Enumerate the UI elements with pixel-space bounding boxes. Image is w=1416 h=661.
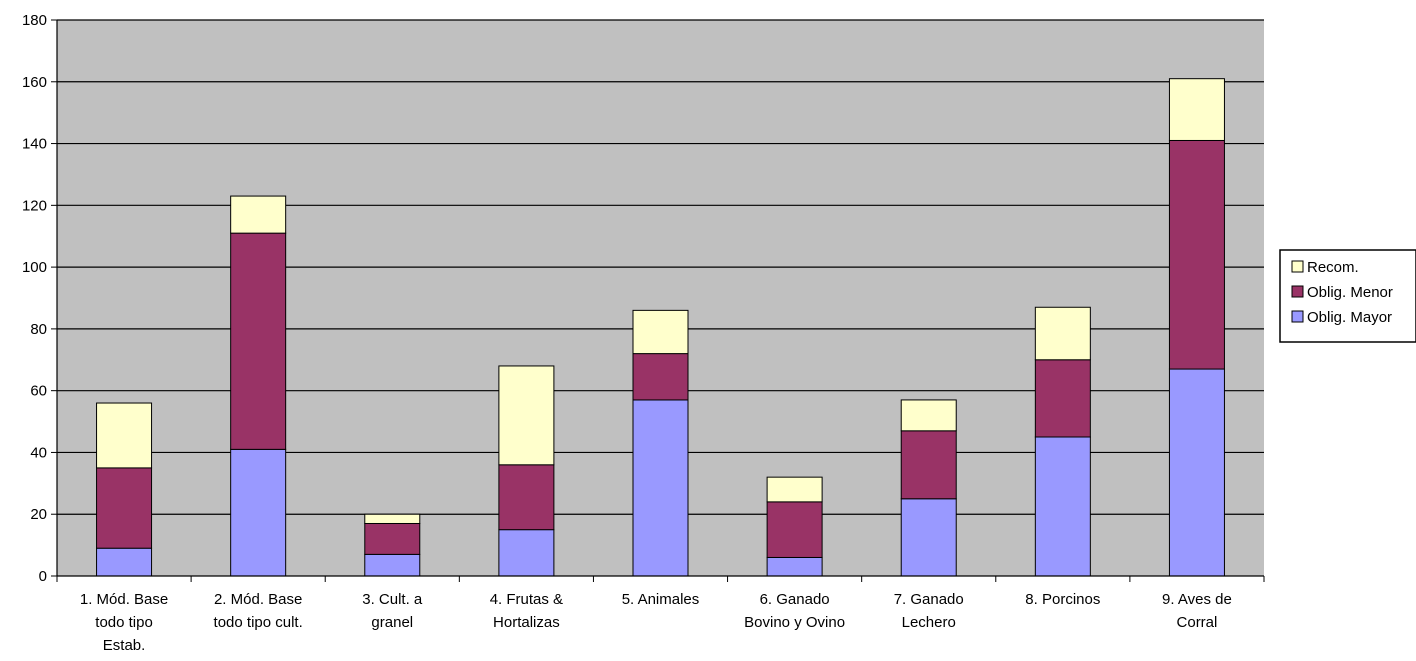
- bar-oblig-menor-4: [498, 464, 555, 531]
- bar-recom-1: [96, 402, 153, 469]
- bar-oblig-menor-8: [1034, 359, 1091, 438]
- bar-oblig-mayor-4: [498, 529, 555, 577]
- y-tick-label: 80: [30, 321, 47, 338]
- bar-oblig-menor-5: [632, 353, 689, 401]
- bar-recom-7: [900, 399, 957, 432]
- y-tick-label: 0: [39, 568, 47, 585]
- bar-oblig-menor-6: [766, 501, 823, 558]
- x-tick-label-line: Corral: [1177, 614, 1218, 631]
- bar-oblig-mayor-7: [900, 498, 957, 577]
- x-tick-label: 8. Porcinos: [1025, 591, 1100, 608]
- y-tick-label: 60: [30, 383, 47, 400]
- x-tick-label-line: 5. Animales: [622, 591, 700, 608]
- bar-oblig-menor-2: [230, 232, 287, 450]
- bar-oblig-mayor-9: [1168, 368, 1225, 577]
- x-tick-label-line: Hortalizas: [493, 614, 560, 631]
- y-axis-ticks: 0 20 40 60 80 100 120 140 160 180: [22, 12, 57, 585]
- x-tick-label: 9. Aves de Corral: [1162, 591, 1232, 631]
- x-tick-label-line: granel: [371, 614, 413, 631]
- x-tick-label: 5. Animales: [622, 591, 700, 608]
- x-tick-label: 7. Ganado Lechero: [894, 591, 964, 631]
- bar-oblig-mayor-2: [230, 448, 287, 577]
- legend: Recom. Oblig. Menor Oblig. Mayor: [1279, 249, 1416, 343]
- bar-recom-2: [230, 195, 287, 234]
- axes: [56, 20, 1264, 577]
- bar-recom-6: [766, 476, 823, 503]
- legend-label-oblig-mayor: Oblig. Mayor: [1307, 309, 1392, 326]
- legend-label-recom: Recom.: [1307, 259, 1359, 276]
- y-tick-label: 140: [22, 136, 47, 153]
- bar-oblig-menor-7: [900, 430, 957, 500]
- x-tick-label-line: 3. Cult. a: [362, 591, 423, 608]
- x-tick-label-line: 1. Mód. Base: [80, 591, 168, 608]
- bar-oblig-mayor-1: [96, 547, 153, 577]
- bar-oblig-mayor-6: [766, 556, 823, 577]
- bar-oblig-menor-3: [364, 522, 421, 555]
- y-tick-label: 120: [22, 197, 47, 214]
- x-tick-label-line: Lechero: [902, 614, 956, 631]
- x-tick-label: 1. Mód. Base todo tipo Estab.: [80, 591, 168, 654]
- x-tick-label: 6. Ganado Bovino y Ovino: [744, 591, 845, 631]
- bar-recom-4: [498, 365, 555, 466]
- x-tick-label-line: Bovino y Ovino: [744, 614, 845, 631]
- x-tick-label-line: 4. Frutas &: [490, 591, 563, 608]
- y-tick-label: 180: [22, 12, 47, 29]
- legend-swatch-recom: [1291, 260, 1304, 273]
- x-tick-label: 4. Frutas & Hortalizas: [490, 591, 563, 631]
- bar-oblig-menor-9: [1168, 139, 1225, 370]
- x-tick-label-line: todo tipo: [95, 614, 153, 631]
- legend-swatch-oblig-mayor: [1291, 310, 1304, 323]
- x-tick-label-line: 6. Ganado: [760, 591, 830, 608]
- x-axis-ticks: 1. Mód. Base todo tipo Estab. 2. Mód. Base t…: [56, 576, 1265, 654]
- legend-label-oblig-menor: Oblig. Menor: [1307, 284, 1393, 301]
- bar-recom-8: [1034, 306, 1091, 361]
- x-tick-label-line: 9. Aves de: [1162, 591, 1232, 608]
- legend-swatch-oblig-menor: [1291, 285, 1304, 298]
- bar-oblig-menor-1: [96, 467, 153, 549]
- x-tick-label-line: todo tipo cult.: [214, 614, 303, 631]
- x-tick-label-line: 7. Ganado: [894, 591, 964, 608]
- bar-oblig-mayor-8: [1034, 436, 1091, 577]
- x-tick-label-line: Estab.: [103, 637, 146, 654]
- x-tick-label-line: 8. Porcinos: [1025, 591, 1100, 608]
- bar-oblig-mayor-5: [632, 399, 689, 577]
- bar-oblig-mayor-3: [364, 553, 421, 577]
- x-tick-label: 3. Cult. a granel: [362, 591, 423, 631]
- bars: [96, 78, 1225, 577]
- bar-recom-3: [364, 513, 421, 524]
- y-tick-label: 20: [30, 506, 47, 523]
- bar-recom-5: [632, 309, 689, 355]
- y-tick-label: 100: [22, 259, 47, 276]
- y-tick-label: 160: [22, 74, 47, 91]
- x-tick-label-line: 2. Mód. Base: [214, 591, 302, 608]
- bar-recom-9: [1168, 78, 1225, 141]
- x-tick-label: 2. Mód. Base todo tipo cult.: [214, 591, 303, 631]
- y-tick-label: 40: [30, 444, 47, 461]
